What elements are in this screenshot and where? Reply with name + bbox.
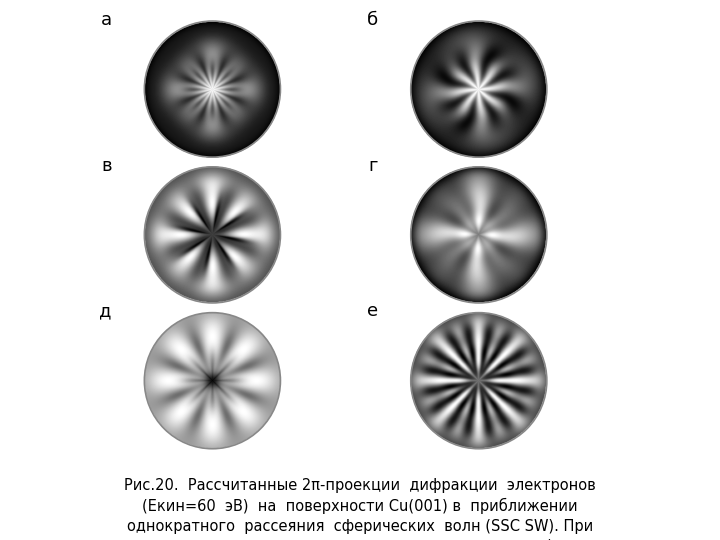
Text: а: а: [101, 11, 112, 29]
Text: в: в: [101, 157, 112, 174]
Text: г: г: [369, 157, 378, 174]
Text: б: б: [366, 11, 378, 29]
Text: Рис.20.  Рассчитанные 2π-проекции  дифракции  электронов
(Екин=60  эВ)  на  пове: Рис.20. Рассчитанные 2π-проекции дифракц…: [124, 478, 596, 540]
Text: е: е: [367, 302, 378, 320]
Text: д: д: [99, 302, 112, 320]
